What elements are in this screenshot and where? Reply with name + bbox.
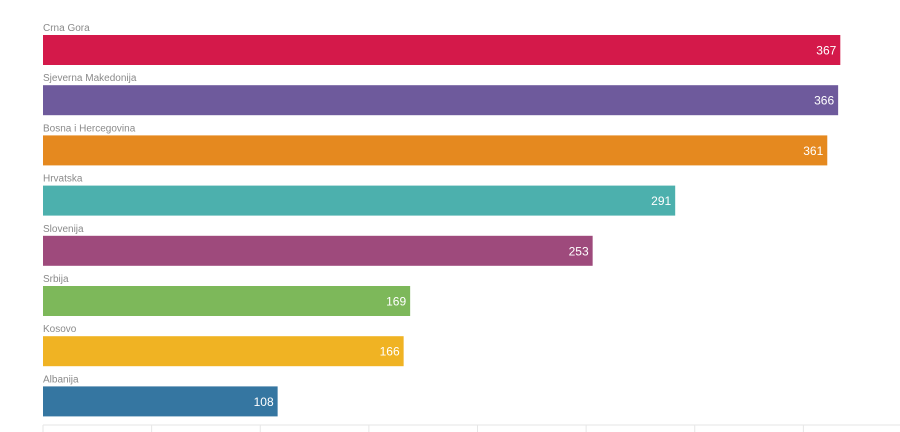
bar-srbija <box>43 286 411 316</box>
bar-hrvatska <box>43 185 676 216</box>
value-label-sjeverna-makedonija: 366 <box>814 94 834 108</box>
category-label-slovenija: Slovenija <box>43 224 84 235</box>
value-label-kosovo: 166 <box>380 345 400 359</box>
value-label-albanija: 108 <box>254 395 274 409</box>
value-label-bosna-i-hercegovina: 361 <box>803 144 823 158</box>
category-label-srbija: Srbija <box>43 274 69 285</box>
bar-albanija <box>43 386 278 417</box>
bars-group: Crna Gora 367 Sjeverna Makedonija 366 Bosna … <box>43 23 841 417</box>
category-label-sjeverna-makedonija: Sjeverna Makedonija <box>43 73 137 84</box>
x-axis <box>42 424 900 432</box>
category-label-bosna-i-hercegovina: Bosna i Hercegovina <box>43 123 136 134</box>
bar-sjeverna-makedonija <box>43 85 839 116</box>
bar-kosovo <box>43 336 404 367</box>
value-label-srbija: 169 <box>386 295 406 309</box>
category-label-hrvatska: Hrvatska <box>43 174 83 185</box>
value-label-slovenija: 253 <box>569 244 589 258</box>
category-label-kosovo: Kosovo <box>43 324 77 335</box>
category-label-albanija: Albanija <box>43 374 79 385</box>
value-label-crna-gora: 367 <box>816 44 836 58</box>
bar-crna-gora <box>43 35 841 65</box>
bar-slovenija <box>43 235 593 266</box>
category-label-crna-gora: Crna Gora <box>43 23 90 34</box>
bar-bosna-i-hercegovina <box>43 135 828 166</box>
value-label-hrvatska: 291 <box>651 194 671 208</box>
